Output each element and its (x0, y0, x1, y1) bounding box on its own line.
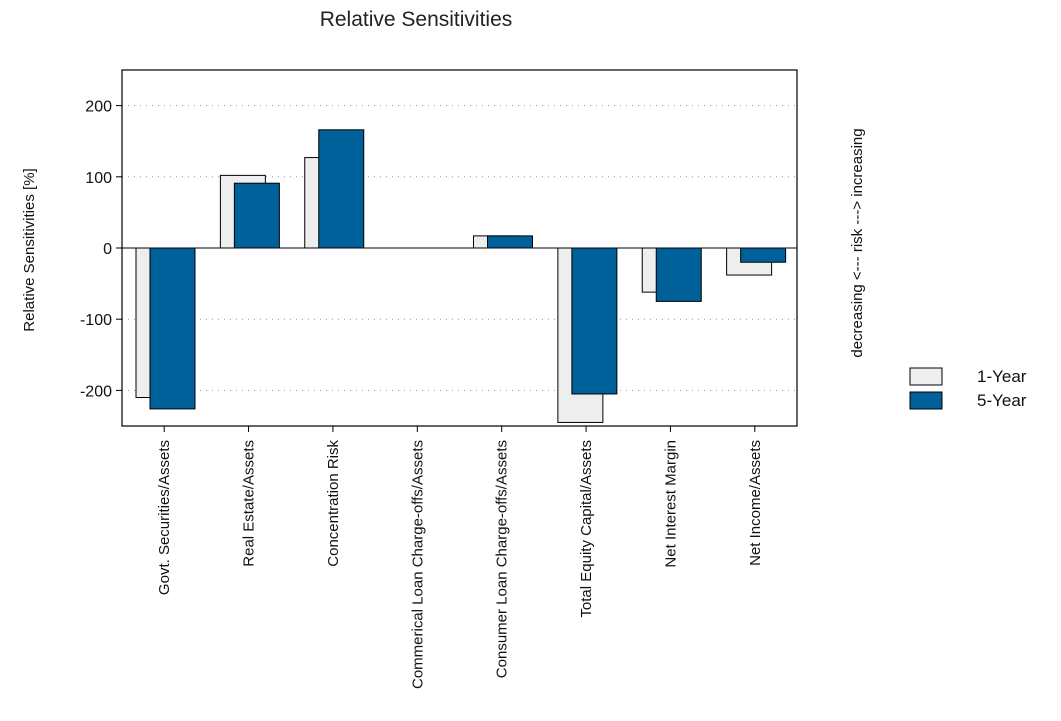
legend: 1-Year 5-Year (909, 367, 1027, 410)
bar-5-year (149, 247, 196, 410)
risk-direction-label: decreasing <--- risk ---> increasing (849, 128, 866, 357)
y-tick-label: 200 (85, 99, 112, 116)
y-axis-label: Relative Sensitivities [%] (21, 168, 38, 331)
x-tick-label: Commerical Loan Charge-offs/Assets (409, 440, 426, 689)
x-tick-label: Govt. Securities/Assets (156, 440, 173, 595)
x-tick-label: Real Estate/Assets (241, 440, 258, 567)
legend-label: 1-Year (977, 367, 1027, 386)
x-tick-label: Concentration Risk (325, 440, 342, 567)
bar-5-year (571, 247, 618, 395)
legend-swatch (909, 367, 943, 386)
x-tick-label: Consumer Loan Charge-offs/Assets (494, 440, 511, 678)
bar-5-year (655, 247, 702, 302)
legend-swatch (909, 391, 943, 410)
y-tick-label: 100 (85, 170, 112, 187)
bars (135, 129, 787, 423)
y-tick-label: -200 (80, 383, 112, 400)
y-axis-ticks: 200 100 0 -100 -200 (80, 99, 122, 400)
chart-title: Relative Sensitivities (320, 8, 513, 31)
bar-5-year (487, 235, 533, 249)
y-tick-label: -100 (80, 312, 112, 329)
x-tick-label: Net Income/Assets (747, 440, 764, 566)
legend-label: 5-Year (977, 391, 1027, 410)
x-tick-label: Net Interest Margin (662, 440, 679, 568)
bar-5-year (740, 247, 787, 263)
x-axis-categories: Govt. Securities/Assets Real Estate/Asset… (156, 426, 764, 689)
bar-5-year (318, 129, 365, 249)
bar-5-year (233, 182, 280, 249)
x-tick-label: Total Equity Capital/Assets (578, 440, 595, 618)
y-tick-label: 0 (103, 241, 112, 258)
